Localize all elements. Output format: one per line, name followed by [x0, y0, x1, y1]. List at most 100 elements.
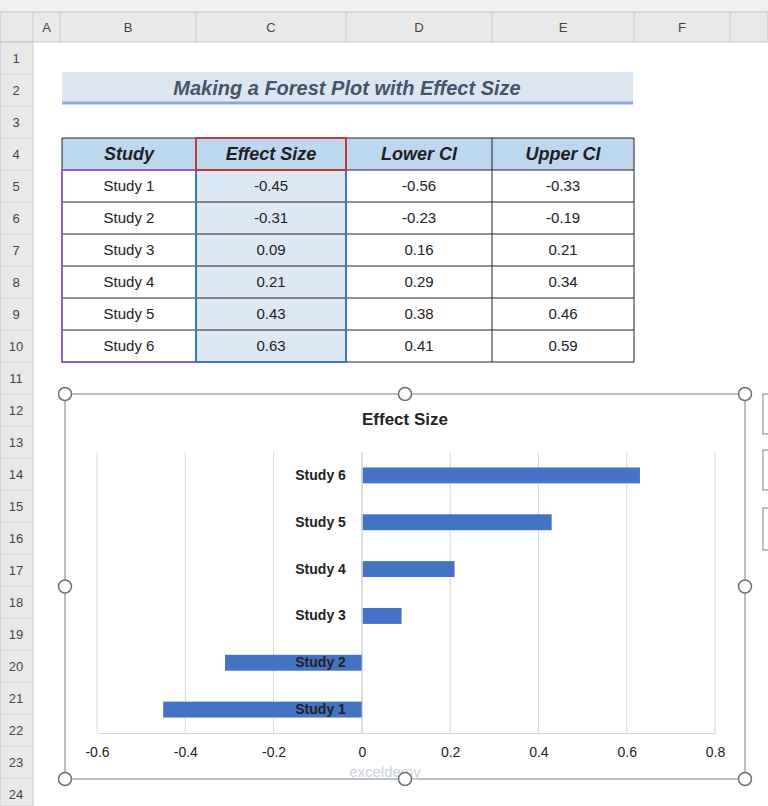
- row-separator: [0, 554, 33, 555]
- row-separator: [0, 778, 33, 779]
- table-cell: -0.31: [254, 209, 288, 226]
- data-table: StudyEffect SizeLower CIUpper CIStudy 1-…: [62, 138, 634, 362]
- table-cell: 0.09: [256, 241, 285, 258]
- resize-handle[interactable]: [59, 773, 72, 786]
- x-tick: -0.6: [85, 733, 109, 760]
- x-tick-label: 0.6: [617, 744, 637, 760]
- x-tick: 0.4: [529, 733, 549, 760]
- y-tick: Study 4: [295, 561, 362, 577]
- row-label: 15: [9, 499, 23, 514]
- row-separator: [0, 650, 33, 651]
- row-separator: [0, 586, 33, 587]
- row-label: 23: [9, 755, 23, 770]
- resize-handle[interactable]: [59, 388, 72, 401]
- resize-handle[interactable]: [399, 388, 412, 401]
- x-tick: 0.2: [441, 733, 461, 760]
- selection-outline: [62, 170, 196, 362]
- chart-side-button[interactable]: [763, 450, 768, 490]
- row-separator: [0, 106, 33, 107]
- column-separator: [346, 12, 347, 42]
- table-cell: -0.33: [546, 177, 580, 194]
- row-label: 1: [12, 51, 19, 66]
- row-headers: 123456789101112131415161718192021222324: [0, 51, 33, 806]
- title-underline: [62, 102, 633, 105]
- gridline: [715, 452, 716, 733]
- row-label: 14: [9, 467, 23, 482]
- table-cell: 0.46: [548, 305, 577, 322]
- column-label: B: [124, 20, 133, 35]
- column-label: C: [266, 20, 275, 35]
- x-axis: -0.6-0.4-0.200.20.40.60.8: [85, 733, 725, 760]
- row-label: 24: [9, 787, 23, 802]
- row-label: 16: [9, 531, 23, 546]
- y-tick: Study 1: [295, 701, 362, 717]
- row-separator: [0, 266, 33, 267]
- row-separator: [0, 426, 33, 427]
- gridline: [538, 452, 539, 733]
- x-tick-label: 0.2: [441, 744, 461, 760]
- row-label: 19: [9, 627, 23, 642]
- resize-handle[interactable]: [739, 580, 752, 593]
- table-cell: -0.23: [402, 209, 436, 226]
- column-separator: [196, 12, 197, 42]
- chart-handles: [59, 388, 752, 786]
- column-label: A: [42, 20, 51, 35]
- gridline: [185, 452, 186, 733]
- table-header: Lower CI: [381, 144, 458, 164]
- gridlines: [97, 452, 715, 733]
- table-rule: [62, 138, 634, 139]
- selection-outline: [196, 138, 346, 170]
- x-tick-label: -0.2: [262, 744, 286, 760]
- y-axis: Study 1Study 2Study 3Study 4Study 5Study…: [295, 453, 362, 734]
- bar: [163, 702, 362, 718]
- x-tick-label: 0.8: [706, 744, 726, 760]
- row-separator: [0, 138, 33, 139]
- resize-handle[interactable]: [739, 773, 752, 786]
- table-rule: [62, 330, 634, 331]
- resize-handle[interactable]: [739, 388, 752, 401]
- chart-side-button[interactable]: [763, 394, 768, 434]
- gridline: [361, 452, 362, 733]
- row-label: 6: [12, 211, 19, 226]
- column-separator: [492, 12, 493, 42]
- chart: Effect Size-0.6-0.4-0.200.20.40.60.8Stud…: [85, 410, 725, 760]
- row-label: 5: [12, 179, 19, 194]
- row-label: 12: [9, 403, 23, 418]
- table-rule: [62, 298, 634, 299]
- table-cell: 0.21: [548, 241, 577, 258]
- table-cell: 0.43: [256, 305, 285, 322]
- row-separator: [0, 394, 33, 395]
- resize-handle[interactable]: [59, 580, 72, 593]
- row-separator: [0, 170, 33, 171]
- row-separator: [0, 714, 33, 715]
- chart-side-button[interactable]: [763, 508, 768, 550]
- table-cell: Study 1: [104, 177, 155, 194]
- row-header-bar: [0, 42, 33, 806]
- table-cell: -0.45: [254, 177, 288, 194]
- x-tick-label: 0: [358, 744, 366, 760]
- spreadsheet: ABCDEF1234567891011121314151617181920212…: [0, 0, 768, 806]
- table-cell: 0.59: [548, 337, 577, 354]
- table-cell: 0.16: [404, 241, 433, 258]
- row-label: 11: [9, 371, 23, 386]
- x-tick-label: 0.4: [529, 744, 549, 760]
- gridline: [97, 452, 98, 733]
- table-rule: [492, 138, 493, 362]
- table-cell: 0.63: [256, 337, 285, 354]
- row-label: 2: [12, 83, 19, 98]
- y-tick: Study 5: [295, 514, 362, 530]
- row-separator: [0, 490, 33, 491]
- column-headers: ABCDEF: [33, 12, 730, 42]
- resize-handle[interactable]: [399, 773, 412, 786]
- table-header-fill: [62, 138, 634, 170]
- row-separator: [0, 682, 33, 683]
- title-cell: [62, 72, 633, 102]
- y-axis-line: [362, 453, 363, 734]
- bars: [163, 467, 640, 717]
- table-rule: [62, 234, 634, 235]
- column-separator: [730, 12, 731, 42]
- table-cell: Study 6: [104, 337, 155, 354]
- row-label: 7: [12, 243, 19, 258]
- x-tick: 0.6: [617, 733, 637, 760]
- row-label: 21: [9, 691, 23, 706]
